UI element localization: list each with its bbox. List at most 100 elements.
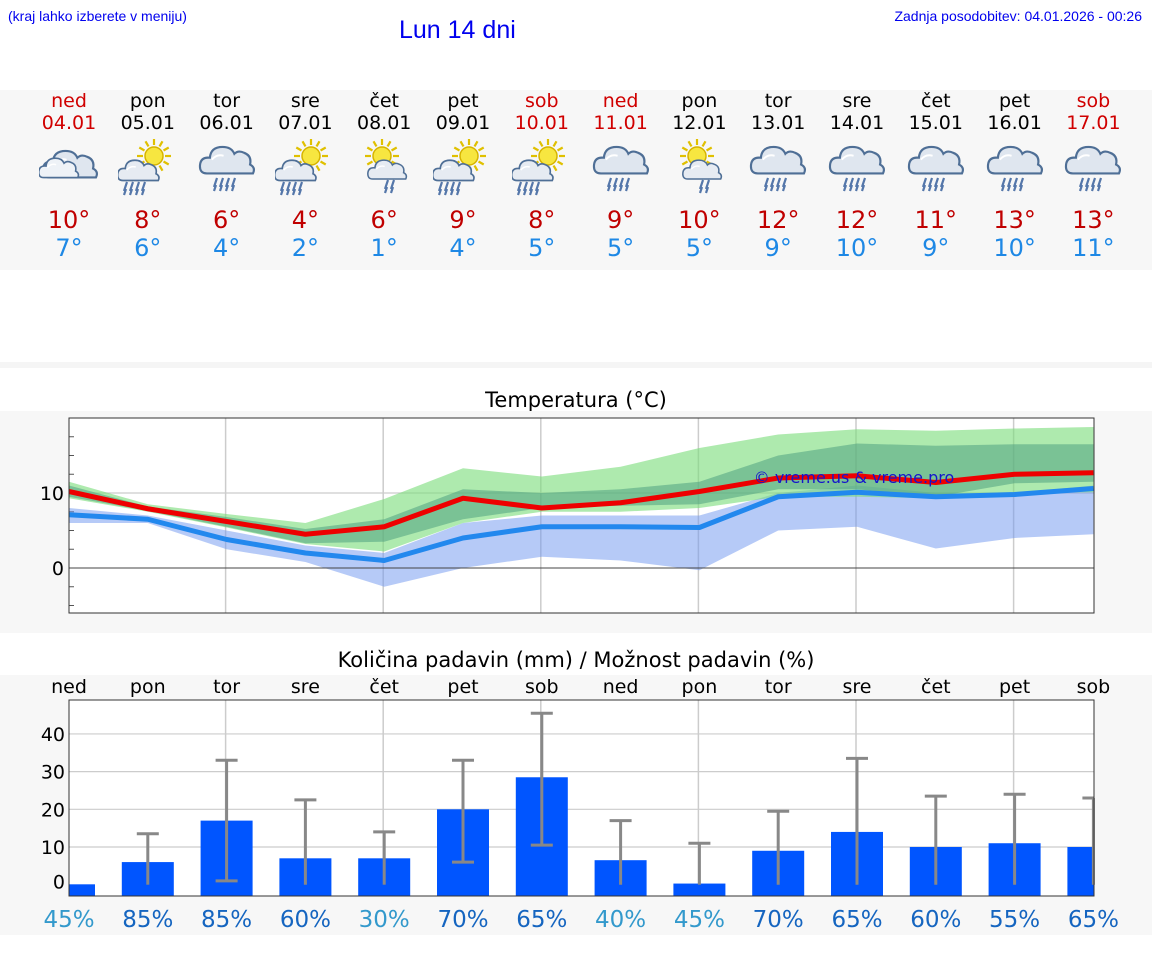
min-temperature: 5° (685, 234, 714, 262)
y-tick-label: 0 (52, 558, 64, 580)
day-column: pon 05.01 8° 6° (108, 90, 188, 262)
y-tick-label: 10 (40, 483, 64, 505)
weather-icon (365, 139, 408, 194)
min-temperature: 5° (606, 234, 635, 262)
cloud-rain-icon (738, 138, 818, 198)
min-temperature: 10° (835, 234, 879, 262)
sun-cloud-rain-icon (502, 138, 582, 198)
weather-icon (680, 139, 723, 194)
max-temperature: 13° (993, 206, 1036, 234)
day-column: tor 13.01 12° 9° (738, 90, 818, 262)
max-temperature: 6° (370, 206, 398, 234)
day-date: 08.01 (356, 112, 412, 134)
day-name: pet (998, 90, 1031, 112)
cloud-icon (29, 138, 109, 198)
min-temperature: 9° (922, 234, 950, 262)
day-column: sre 07.01 4° 2° (265, 90, 345, 262)
day-column: ned 11.01 9° 5° (581, 90, 661, 262)
day-date: 10.01 (514, 112, 569, 134)
max-temperature: 13° (1072, 206, 1115, 234)
plot-frame (68, 699, 1095, 897)
precip-day-label: pet (999, 676, 1030, 698)
precipitation-probability: 65% (516, 907, 567, 933)
min-temperature: 6° (134, 234, 162, 262)
day-column: sob 10.01 8° 5° (502, 90, 582, 262)
precipitation-probability: 60% (910, 907, 961, 933)
y-tick-label: 0 (53, 872, 65, 894)
weather-icon (1065, 145, 1122, 192)
sun-cloud-rain-icon (108, 138, 188, 198)
weather-icon (750, 145, 807, 192)
max-temperature: 8° (134, 206, 162, 234)
day-date: 06.01 (199, 112, 254, 134)
precipitation-probability: 45% (43, 907, 94, 933)
precipitation-probability: 60% (280, 907, 331, 933)
precip-day-label: ned (603, 676, 639, 698)
precipitation-probability: 45% (674, 907, 725, 933)
min-temperature-line (68, 486, 1094, 563)
day-name: pon (129, 90, 166, 112)
precip-day-label: sob (525, 676, 559, 698)
precip-day-label: sre (843, 676, 872, 698)
sun-cloud-small-rain-icon (344, 138, 424, 198)
weather-icon (274, 139, 329, 196)
day-date: 15.01 (908, 112, 963, 134)
day-date: 17.01 (1066, 112, 1121, 134)
day-name: sre (290, 90, 320, 112)
day-column: pet 09.01 9° 4° (423, 90, 503, 262)
page-title: Lun 14 dni (399, 16, 516, 44)
weather-icon (510, 139, 565, 196)
sun-cloud-rain-icon (265, 138, 345, 198)
precip-day-label: tor (213, 676, 240, 698)
day-name: pon (681, 90, 718, 112)
precipitation-bar (1067, 847, 1094, 896)
day-date: 05.01 (120, 112, 175, 134)
day-column: čet 15.01 11° 9° (896, 90, 976, 262)
temperature-chart: 0 10 © vreme.us & vreme.pro (40, 417, 1095, 614)
min-temperature: 1° (370, 234, 398, 262)
day-name: sre (842, 90, 872, 112)
day-name: tor (213, 90, 241, 112)
y-tick-label: 40 (41, 724, 65, 746)
weather-icon (907, 145, 964, 192)
precip-day-label: ned (51, 676, 87, 698)
max-temperature: 9° (449, 206, 477, 234)
day-date: 14.01 (829, 112, 885, 134)
cloud-rain-icon (817, 138, 897, 198)
precip-day-label: pon (682, 676, 718, 698)
min-temperature: 7° (55, 234, 83, 262)
forecast-panel (0, 90, 1152, 270)
day-date: 16.01 (987, 112, 1042, 134)
day-column: ned 04.01 10° 7° (29, 90, 109, 262)
max-temperature: 12° (756, 206, 800, 234)
max-temperature: 6° (212, 206, 241, 234)
cloud-rain-icon (581, 138, 661, 198)
weather-icon (198, 145, 255, 192)
cloud-rain-icon (1053, 138, 1133, 198)
cloud-rain-icon (975, 138, 1055, 198)
precipitation-chart-title: Količina padavin (mm) / Možnost padavin … (337, 648, 815, 672)
weather-icon (37, 149, 99, 179)
max-temperature: 8° (528, 206, 556, 234)
precipitation-bar (69, 884, 95, 896)
day-date: 13.01 (750, 112, 806, 134)
sun-cloud-rain-icon (423, 138, 503, 198)
section-divider (0, 362, 1152, 368)
day-date: 11.01 (593, 112, 648, 134)
max-temperature: 9° (606, 206, 635, 234)
precipitation-probability: 40% (595, 907, 646, 933)
sun-cloud-small-rain-icon (659, 138, 739, 198)
day-column: čet 08.01 6° 1° (344, 90, 424, 262)
max-temperature: 10° (678, 206, 721, 234)
watermark: © vreme.us & vreme.pro (754, 468, 955, 487)
max-temperature: 4° (291, 206, 320, 234)
day-name: pet (447, 90, 479, 112)
min-temperature: 4° (449, 234, 477, 262)
day-column: sre 14.01 12° 10° (817, 90, 897, 262)
precip-day-label: tor (765, 676, 792, 698)
temperature-chart-title: Temperatura (°C) (485, 388, 667, 412)
precipitation-probability: 70% (437, 907, 488, 933)
y-tick-label: 20 (41, 799, 65, 821)
day-column: tor 06.01 6° 4° (187, 90, 267, 262)
day-name: ned (602, 90, 639, 112)
